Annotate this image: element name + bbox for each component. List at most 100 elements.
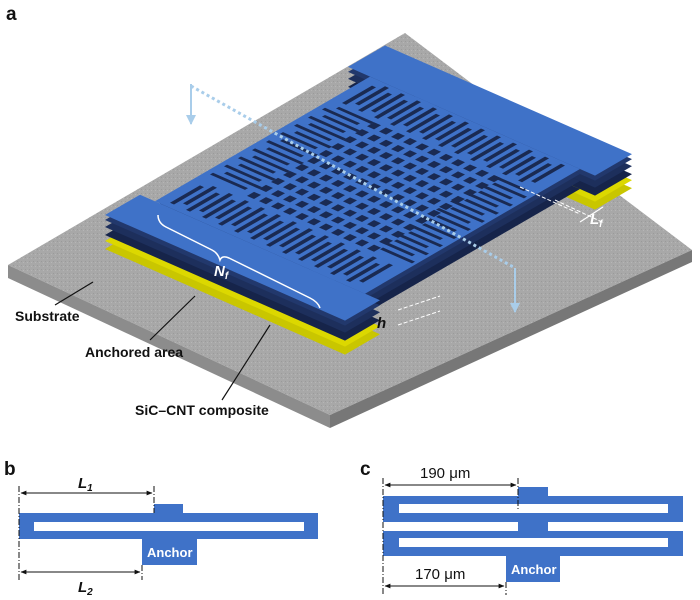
bottom-dimension-label: 170 μm [415,566,465,583]
device-top [105,45,632,321]
spring-slot [322,107,360,125]
grid-hole [271,190,285,198]
spring-slot [252,148,290,166]
grid-hole [415,155,429,163]
grid-hole [475,169,489,177]
spring-slot [422,223,457,240]
grid-hole [367,195,381,203]
grid-hole [451,159,465,167]
spring-slot [186,192,220,212]
spring-slot [280,132,318,150]
grid-hole [415,204,429,212]
grid-hole [355,227,369,235]
spring-slot [371,93,405,113]
spring-slot [330,255,364,275]
spring-slot [336,106,374,124]
grid-hole [427,173,441,181]
grid-hole [427,148,441,156]
serpentine-springs [170,85,565,283]
grid-hole [307,218,321,226]
grid-hole [307,157,321,165]
grid-hole [379,188,393,196]
spring-slot [436,215,471,231]
grid-hole [379,213,393,221]
spring-slot [492,182,527,199]
spring-slot [390,106,424,126]
grid-hole [295,188,309,196]
lf-dimension [519,186,603,223]
grid-hole [379,151,393,160]
grid-hole [343,197,357,205]
spring-slot [470,141,504,162]
spring-slot [294,124,332,142]
spring-slot [327,249,361,269]
panel-c-dimensions [382,478,519,595]
spring-slot [218,206,252,226]
grid-hole [403,150,417,158]
grid-hole [367,207,381,216]
grid-hole [379,176,393,184]
spring-slot [464,191,499,208]
spring-slot [358,92,392,112]
grid-hole [283,207,297,215]
panel-b-dimensions [18,486,155,580]
grid-hole [319,223,333,231]
grid-hole [451,171,465,179]
spring-slot [199,193,233,213]
spring-slot [406,113,440,133]
grid-hole [355,141,369,149]
spring-slot [451,128,485,148]
spring-slot [322,114,360,133]
grid-hole [331,216,345,224]
grid-hole [391,157,405,165]
grid-hole [379,127,393,135]
spring-slot [224,164,262,182]
spring-slot [436,207,471,224]
spring-slot [515,156,549,176]
grid-hole [331,155,345,163]
spring-slot [518,163,552,183]
grid-hole [295,212,309,221]
grid-hole [355,190,369,198]
spring-slot [408,224,443,241]
spring-slot [266,227,300,247]
grid-hole [343,209,357,217]
grid-holes [247,122,501,252]
top-dimension-label: 190 μm [420,465,470,482]
spring-slot [438,127,472,148]
spring-slot [374,99,408,119]
grid-hole [271,177,285,186]
grid-hole [343,185,357,193]
spring-slot [394,239,429,256]
panel-a-label: a [6,4,17,25]
spring-slot [247,214,281,234]
panel-c-label: c [360,459,371,480]
grid-hole [367,244,381,252]
spring-slot [478,183,513,200]
grid-hole [379,200,393,209]
grid-hole [355,129,369,137]
beam-slot [34,522,304,531]
grid-hole [271,202,285,210]
spring-slot [435,121,469,141]
grid-hole [355,165,369,174]
spring-slot [210,172,248,190]
grid-hole [403,138,417,146]
spring-slot [403,107,437,127]
grid-hole [427,185,441,193]
grid-hole [343,136,357,144]
grid-hole [307,205,321,214]
spring-slot [422,120,456,141]
spring-slot [238,156,276,174]
spring-slot [380,240,415,257]
grid-hole [391,132,405,140]
spring-slot [238,163,276,181]
grid-hole [379,139,393,147]
grid-hole [355,239,369,247]
grid-hole [343,221,357,229]
grid-hole [331,143,345,151]
grid-hole [295,176,309,184]
grid-hole [247,191,261,199]
grid-hole [403,174,417,182]
